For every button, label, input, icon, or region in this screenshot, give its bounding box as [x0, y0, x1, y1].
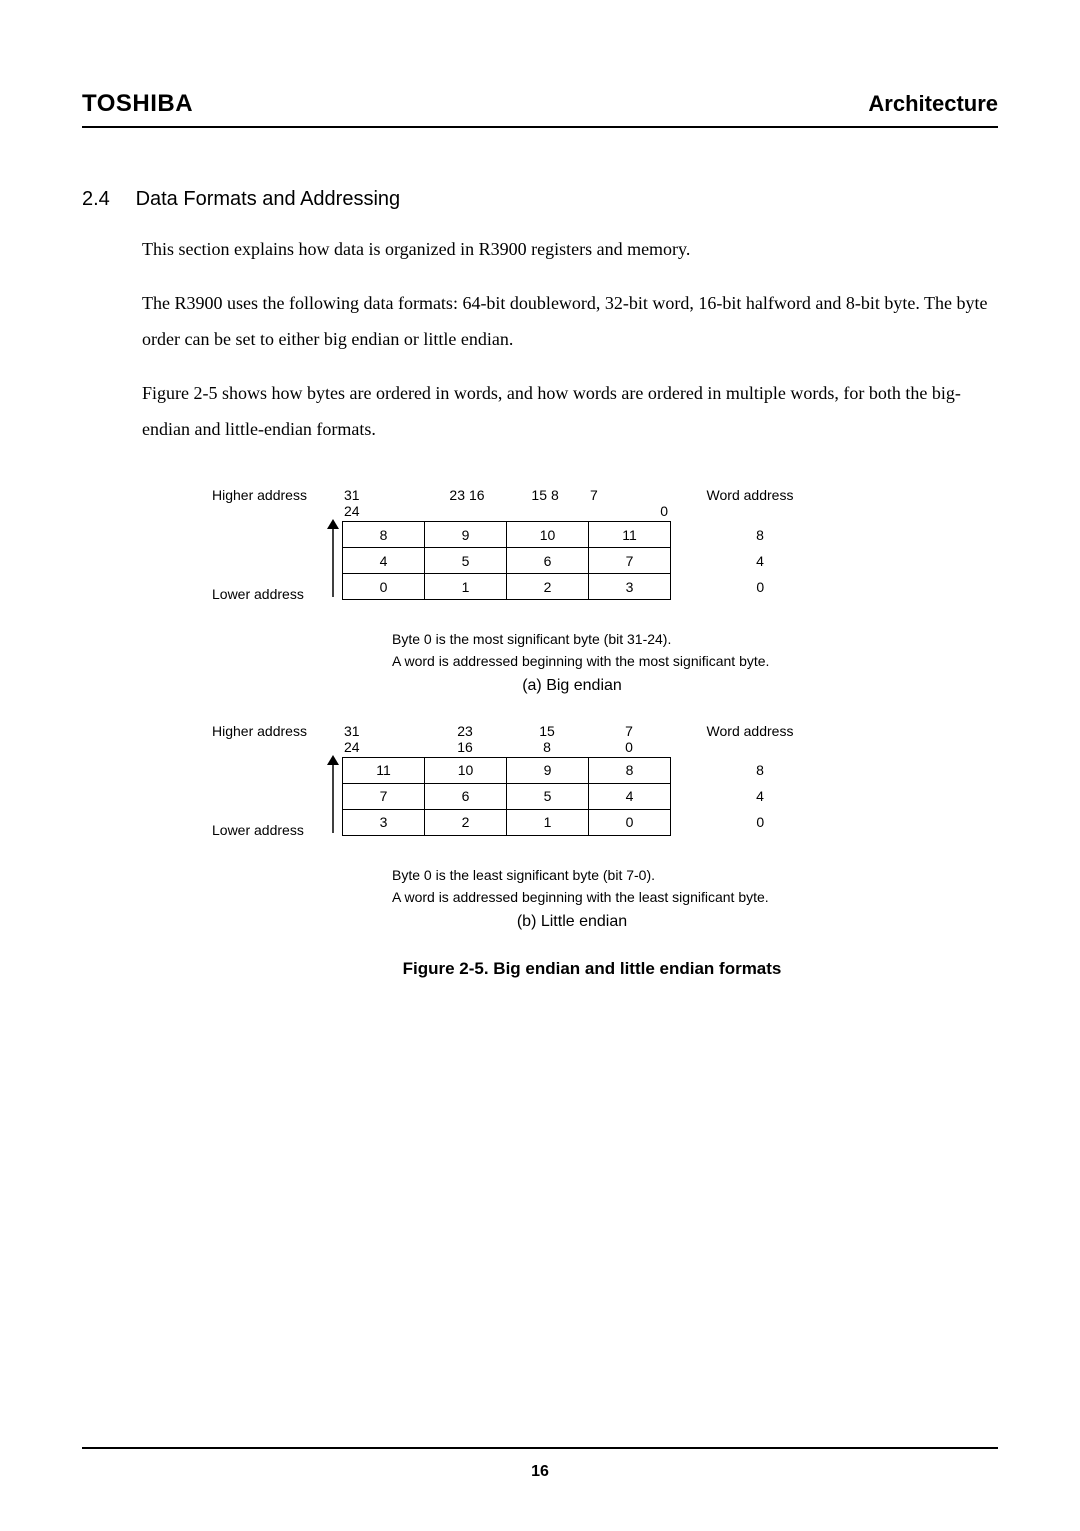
brand-logo: TOSHIBA — [82, 90, 193, 118]
byte-cell: 7 — [589, 548, 671, 574]
byte-cell: 1 — [507, 809, 589, 835]
byte-cell: 6 — [425, 783, 507, 809]
section-name: Data Formats and Addressing — [136, 188, 401, 210]
little-table-wrap: Higher address Lower address 11 10 9 8 8 — [212, 757, 998, 836]
bit-0: 0 — [588, 503, 670, 519]
big-table-wrap: Higher address Lower address 8 9 10 11 8 — [212, 521, 998, 600]
bit-0: 0 — [588, 739, 670, 755]
bit-7: 7 — [588, 723, 670, 739]
word-addr-cell: 8 — [671, 757, 811, 783]
section-number: 2.4 — [82, 188, 130, 211]
byte-cell: 8 — [589, 757, 671, 783]
section-title: Architecture — [868, 91, 998, 117]
bit-8: 8 — [547, 487, 588, 503]
word-addr-cell: 4 — [671, 783, 811, 809]
page-footer: 16 — [82, 1447, 998, 1481]
byte-cell: 5 — [425, 548, 507, 574]
byte-cell: 7 — [343, 783, 425, 809]
bit-31: 31 — [342, 487, 424, 503]
paragraph-2: The R3900 uses the following data format… — [142, 285, 998, 357]
paragraph-3: Figure 2-5 shows how bytes are ordered i… — [142, 375, 998, 447]
figure-caption: Figure 2-5. Big endian and little endian… — [272, 959, 912, 979]
bit-8: 8 — [506, 739, 588, 755]
table-row: 0 1 2 3 0 — [343, 574, 811, 600]
big-bit-header-bottom: 24 0 — [212, 503, 998, 519]
little-bit-header-bottom: 24 16 8 0 — [212, 739, 998, 755]
little-note-2: A word is addressed beginning with the l… — [392, 886, 998, 908]
byte-cell: 2 — [507, 574, 589, 600]
word-addr-cell: 8 — [671, 522, 811, 548]
byte-cell: 3 — [343, 809, 425, 835]
byte-cell: 10 — [507, 522, 589, 548]
little-endian-block: 31 23 15 7 Word address 24 16 8 0 Higher… — [212, 723, 998, 931]
byte-cell: 5 — [507, 783, 589, 809]
byte-cell: 10 — [425, 757, 507, 783]
byte-cell: 11 — [589, 522, 671, 548]
bit-24: 24 — [342, 503, 424, 519]
big-bit-header-top: 31 23 16 15 8 7 Word address — [212, 487, 998, 503]
bit-16: 16 — [424, 739, 506, 755]
byte-cell: 0 — [589, 809, 671, 835]
paragraph-1: This section explains how data is organi… — [142, 231, 998, 267]
page-header: TOSHIBA Architecture — [82, 90, 998, 128]
big-endian-table: 8 9 10 11 8 4 5 6 7 4 0 — [342, 521, 811, 600]
table-row: 3 2 1 0 0 — [343, 809, 811, 835]
table-row: 11 10 9 8 8 — [343, 757, 811, 783]
little-endian-table: 11 10 9 8 8 7 6 5 4 4 3 — [342, 757, 811, 836]
page-number: 16 — [531, 1463, 549, 1480]
higher-address-label: Higher address — [212, 487, 307, 503]
big-note-1: Byte 0 is the most significant byte (bit… — [392, 628, 998, 650]
byte-cell: 8 — [343, 522, 425, 548]
byte-cell: 1 — [425, 574, 507, 600]
little-bit-header-top: 31 23 15 7 Word address — [212, 723, 998, 739]
figure-2-5: 31 23 16 15 8 7 Word address 24 0 — [212, 487, 998, 979]
bit-15: 15 — [506, 487, 547, 503]
byte-cell: 9 — [507, 757, 589, 783]
bit-16: 16 — [465, 487, 506, 503]
lower-address-label: Lower address — [212, 586, 304, 602]
bit-24: 24 — [342, 739, 424, 755]
big-note-2: A word is addressed beginning with the m… — [392, 650, 998, 672]
byte-cell: 11 — [343, 757, 425, 783]
section-heading: 2.4 Data Formats and Addressing — [82, 188, 998, 211]
word-address-label: Word address — [670, 723, 810, 739]
bit-23: 23 — [424, 723, 506, 739]
higher-address-label: Higher address — [212, 723, 307, 739]
arrow-up-icon — [324, 519, 342, 601]
table-row: 8 9 10 11 8 — [343, 522, 811, 548]
bit-7: 7 — [588, 487, 670, 503]
word-address-label: Word address — [670, 487, 810, 503]
word-addr-cell: 4 — [671, 548, 811, 574]
little-note-1: Byte 0 is the least significant byte (bi… — [392, 864, 998, 886]
byte-cell: 4 — [343, 548, 425, 574]
byte-cell: 9 — [425, 522, 507, 548]
table-row: 7 6 5 4 4 — [343, 783, 811, 809]
byte-cell: 6 — [507, 548, 589, 574]
byte-cell: 2 — [425, 809, 507, 835]
bit-31: 31 — [342, 723, 424, 739]
little-caption: (b) Little endian — [312, 913, 832, 931]
bit-15: 15 — [506, 723, 588, 739]
big-caption: (a) Big endian — [312, 677, 832, 695]
byte-cell: 0 — [343, 574, 425, 600]
word-addr-cell: 0 — [671, 809, 811, 835]
byte-cell: 3 — [589, 574, 671, 600]
big-endian-block: 31 23 16 15 8 7 Word address 24 0 — [212, 487, 998, 695]
table-row: 4 5 6 7 4 — [343, 548, 811, 574]
lower-address-label: Lower address — [212, 822, 304, 838]
word-addr-cell: 0 — [671, 574, 811, 600]
bit-23: 23 — [424, 487, 465, 503]
byte-cell: 4 — [589, 783, 671, 809]
arrow-up-icon — [324, 755, 342, 837]
